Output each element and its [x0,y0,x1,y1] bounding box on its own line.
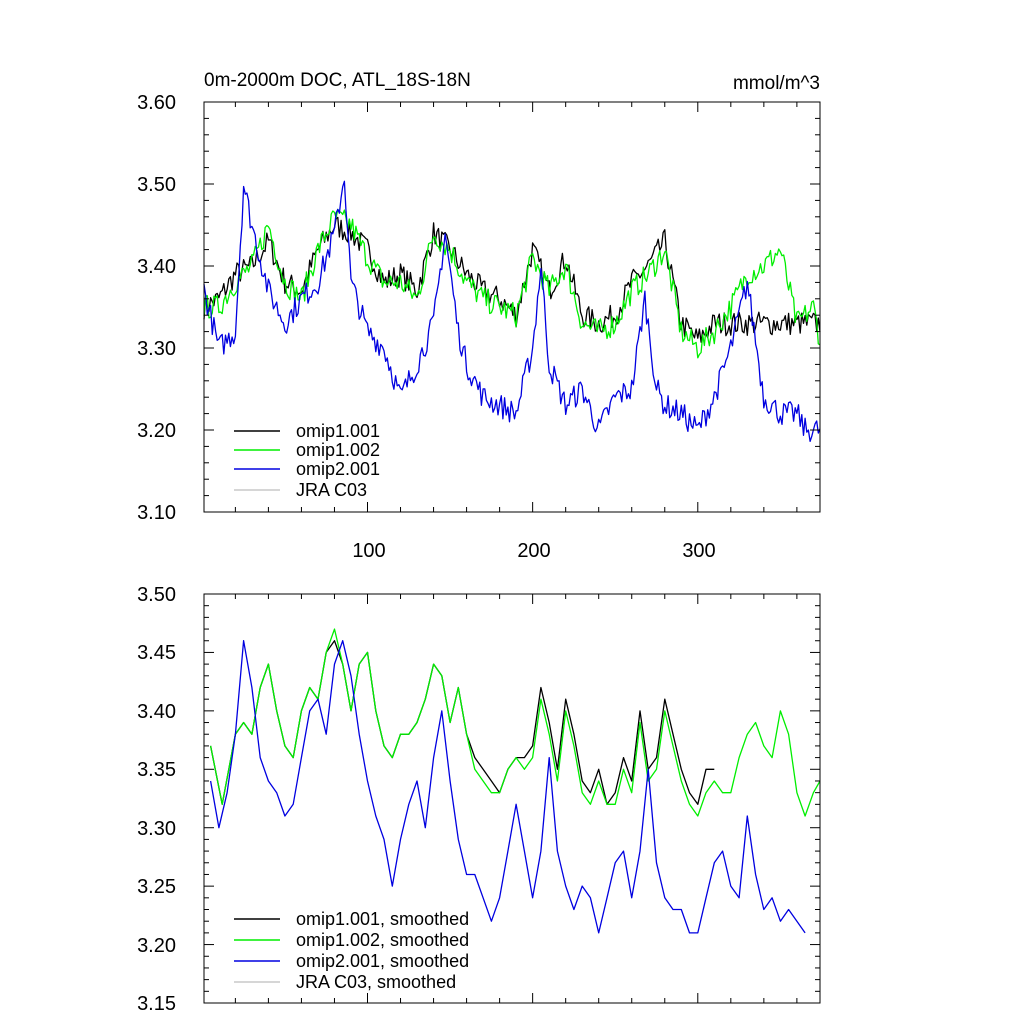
bottom-panel: 3.15 3.20 3.25 3.30 3.35 3.40 3.45 3.50 … [137,584,821,1015]
y-tick-label: 3.20 [137,420,176,442]
y-tick-label: 3.60 [137,92,176,114]
top-panel-title: 0m-2000m DOC, ATL_18S-18N [204,70,471,91]
top-panel: 0m-2000m DOC, ATL_18S-18N mmol/m^3 3.10 … [137,70,821,562]
x-tick-label: 300 [682,540,715,562]
top-panel-frame [203,101,821,513]
y-tick-label: 3.30 [137,338,176,360]
y-tick-label: 3.15 [137,993,176,1015]
legend-label-omip1-001-smoothed: omip1.001, smoothed [296,909,469,929]
y-tick-label: 3.30 [137,818,176,840]
legend-label-omip1-002-smoothed: omip1.002, smoothed [296,930,469,950]
x-tick-label: 100 [352,540,385,562]
bottom-panel-ticks [204,593,820,1004]
y-tick-label: 3.50 [137,174,176,196]
x-tick-label: 200 [517,540,550,562]
y-tick-label: 3.25 [137,876,176,898]
y-tick-label: 3.20 [137,935,176,957]
y-tick-label: 3.50 [137,584,176,606]
series-line-omip1-001-smoothed [209,640,715,805]
y-tick-label: 3.10 [137,502,176,524]
legend-label-omip2-001: omip2.001 [296,459,380,479]
series-line-omip1-001 [203,216,821,343]
legend-label-jra-c03: JRA C03 [296,480,367,500]
legend-label-jra-c03-smoothed: JRA C03, smoothed [296,972,456,992]
y-tick-label: 3.40 [137,701,176,723]
top-panel-units: mmol/m^3 [733,73,820,94]
bottom-panel-series-group [209,628,821,934]
legend-label-omip1-001: omip1.001 [296,421,380,441]
bottom-panel-frame [203,593,821,1004]
series-line-omip1-002 [203,208,821,359]
legend-label-omip1-002: omip1.002 [296,440,380,460]
series-line-omip2-001 [203,180,821,443]
series-line-omip2-001-smoothed [209,640,806,934]
y-tick-label: 3.40 [137,256,176,278]
top-panel-y-tick-labels: 3.10 3.20 3.30 3.40 3.50 3.60 [137,92,176,524]
top-panel-series-group [203,180,821,443]
bottom-panel-legend: omip1.001, smoothed omip1.002, smoothed … [234,909,469,992]
series-line-omip1-002-smoothed [209,628,821,817]
y-tick-label: 3.35 [137,759,176,781]
top-panel-legend: omip1.001 omip1.002 omip2.001 JRA C03 [234,421,380,500]
legend-label-omip2-001-smoothed: omip2.001, smoothed [296,951,469,971]
top-panel-x-tick-labels: 100 200 300 [352,540,715,562]
y-tick-label: 3.45 [137,642,176,664]
bottom-panel-y-tick-labels: 3.15 3.20 3.25 3.30 3.35 3.40 3.45 3.50 [137,584,176,1015]
